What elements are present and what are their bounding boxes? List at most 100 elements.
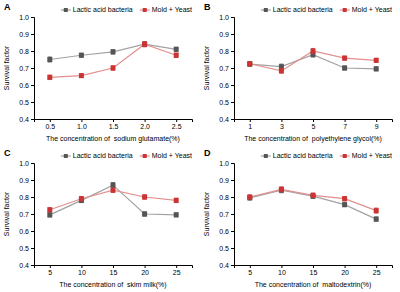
y-tick-label: 0.8	[19, 194, 29, 201]
x-tick-mark	[176, 119, 177, 122]
marks	[47, 42, 178, 80]
x-tick-label: 5	[48, 269, 52, 276]
legend-item: Lactic acid bacteria	[261, 152, 333, 159]
error-bar	[48, 208, 52, 212]
legend-label: Mold + Yeast	[152, 6, 192, 13]
point	[174, 53, 179, 58]
point	[111, 49, 116, 54]
y-tick-mark	[31, 231, 34, 232]
y-tick-mark	[231, 180, 234, 181]
x-tick-mark	[376, 265, 377, 268]
y-tick-label: 0.9	[19, 31, 29, 38]
x-axis-title: The concentration of maltodextrin(%)	[255, 281, 372, 289]
y-tick-mark	[231, 248, 234, 249]
x-tick: 7	[343, 119, 347, 130]
error-bar	[79, 53, 83, 57]
x-tick: 1	[248, 119, 252, 130]
x-tick: 5	[248, 265, 252, 276]
x-tick: 10	[78, 265, 86, 276]
x-tick-label: 7	[343, 123, 347, 130]
error-bar	[343, 66, 347, 70]
y-tick-label: 0.6	[219, 228, 229, 235]
x-tick-mark	[176, 265, 177, 268]
marks	[247, 48, 378, 73]
error-bar	[111, 50, 115, 54]
point	[342, 196, 347, 201]
legend-item: Mold + Yeast	[140, 152, 192, 159]
y-tick-mark	[31, 68, 34, 69]
legend-label: Lactic acid bacteria	[73, 152, 133, 159]
legend-item: Mold + Yeast	[340, 6, 392, 13]
point	[47, 57, 52, 62]
x-axis-title: The concentration of polyethylene glycol…	[244, 135, 382, 143]
x-tick: 2.5	[172, 119, 182, 130]
y-tick-mark	[231, 231, 234, 232]
y-axis-line	[31, 18, 35, 120]
x-tick-mark	[345, 119, 346, 122]
y-tick-label: 0.5	[219, 245, 229, 252]
point	[247, 195, 252, 200]
x-tick-label: 25	[173, 269, 181, 276]
point	[374, 217, 379, 222]
x-tick-mark	[313, 265, 314, 268]
x-tick: 1.0	[77, 119, 87, 130]
error-bar	[111, 66, 115, 70]
x-tick-label: 1.5	[109, 123, 119, 130]
y-tick: 1.0	[219, 160, 234, 167]
point	[174, 47, 179, 52]
x-tick-label: 9	[375, 123, 379, 130]
y-tick: 0.7	[219, 211, 234, 218]
error-bar	[311, 193, 315, 197]
y-tick-mark	[231, 34, 234, 35]
point	[174, 212, 179, 217]
x-tick: 15	[110, 265, 118, 276]
y-tick-mark	[231, 265, 234, 266]
series-points	[47, 42, 178, 80]
y-tick-label: 0.5	[219, 99, 229, 106]
figure: 0.51.01.52.02.50.40.50.60.70.80.91.0The …	[0, 0, 400, 292]
y-tick: 0.9	[219, 177, 234, 184]
y-tick-mark	[231, 68, 234, 69]
x-tick: 9	[375, 119, 379, 130]
error-bar	[374, 208, 378, 213]
point	[47, 212, 52, 217]
legend-swatch	[64, 154, 68, 158]
y-tick: 0.4	[19, 116, 34, 123]
y-tick-mark	[231, 102, 234, 103]
y-tick-mark	[31, 17, 34, 18]
series-points	[247, 187, 378, 213]
error-bar	[248, 62, 252, 66]
y-tick-mark	[31, 197, 34, 198]
point	[279, 187, 284, 192]
y-tick-label: 0.9	[19, 177, 29, 184]
y-tick-mark	[231, 85, 234, 86]
legend-swatch	[143, 8, 147, 12]
x-tick-label: 20	[341, 269, 349, 276]
x-tick-mark	[281, 119, 282, 122]
y-tick: 0.7	[19, 211, 34, 218]
panel: 135790.40.50.60.70.80.91.0The concentrat…	[203, 2, 393, 143]
y-tick-label: 1.0	[219, 14, 229, 21]
error-bar	[374, 58, 378, 62]
y-axis-title: Survival factor	[203, 45, 210, 90]
y-tick-mark	[231, 17, 234, 18]
x-tick-mark	[281, 265, 282, 268]
point	[342, 66, 347, 71]
point	[247, 62, 252, 67]
panel: 0.51.01.52.02.50.40.50.60.70.80.91.0The …	[3, 2, 193, 143]
y-tick-label: 0.4	[19, 116, 29, 123]
y-tick-label: 0.8	[219, 48, 229, 55]
y-tick-label: 1.0	[19, 14, 29, 21]
error-bar	[343, 56, 347, 60]
point	[374, 58, 379, 63]
y-axis-title: Survival factor	[3, 45, 10, 90]
x-tick: 20	[341, 265, 349, 276]
y-axis: 0.40.50.60.70.80.91.0	[219, 160, 234, 269]
y-tick-mark	[231, 51, 234, 52]
x-tick-mark	[81, 119, 82, 122]
error-bar	[343, 196, 347, 200]
y-tick-label: 0.4	[219, 116, 229, 123]
legend-item: Mold + Yeast	[140, 6, 192, 13]
point	[311, 49, 316, 54]
x-tick-mark	[145, 265, 146, 268]
